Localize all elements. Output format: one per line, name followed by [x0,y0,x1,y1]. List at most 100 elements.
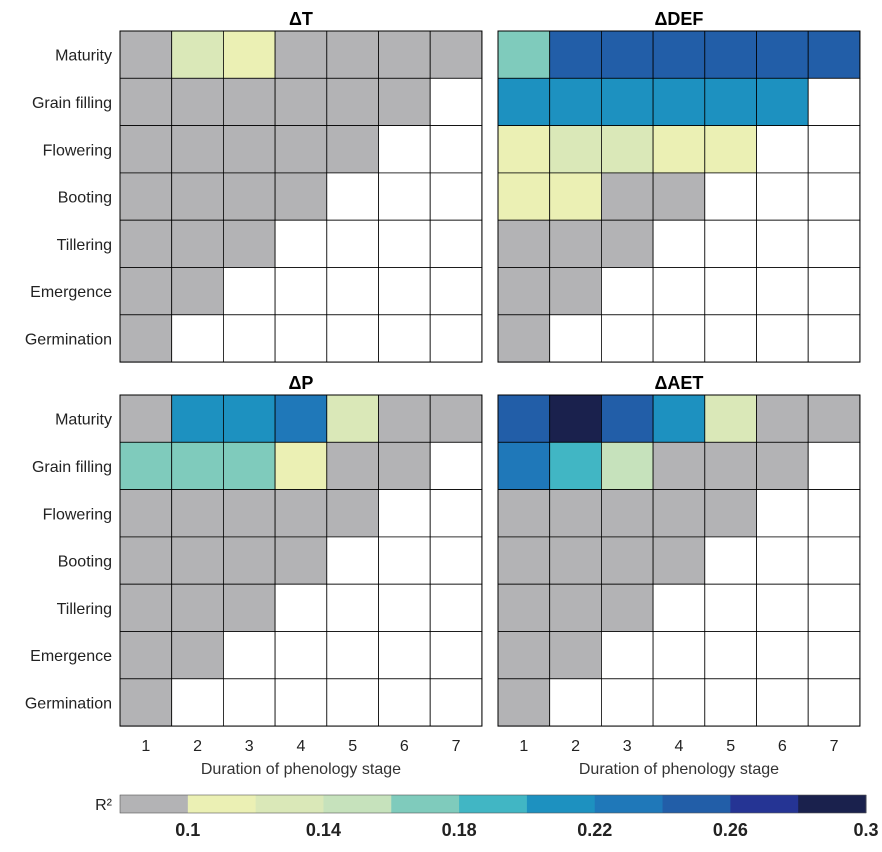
panel-title: ΔAET [654,373,703,393]
heatmap-cell [497,30,551,79]
heatmap-cell [704,314,757,363]
heatmap-cell [222,30,276,79]
heatmap-cell [601,219,654,268]
heatmap-cell [652,125,706,174]
heatmap-cell [378,394,431,443]
heatmap-cell [807,631,861,680]
heatmap-cell [756,267,809,316]
y-tick-label: Maturity [55,412,112,429]
heatmap-cell [171,219,224,268]
heatmap-cell [429,314,483,363]
heatmap-cell [378,441,431,490]
heatmap-cell [119,267,173,316]
heatmap-cell [326,394,379,443]
y-tick-label: Germination [25,695,112,712]
heatmap-cell [704,489,757,538]
panel-frame [497,30,861,363]
x-tick-label: 5 [726,738,735,755]
x-tick-label: 1 [519,738,528,755]
heatmap-cell [119,583,173,632]
colorbar-bin [730,795,799,813]
colorbar-bin [255,795,324,813]
heatmap-cell [119,394,173,443]
heatmap-cell [549,219,602,268]
x-tick-label: 7 [830,738,839,755]
heatmap-cell [326,536,379,585]
heatmap-cell [119,441,173,490]
heatmap-cell [378,125,431,174]
heatmap-cell [119,631,173,680]
heatmap-cell [326,678,379,727]
heatmap-cell [326,583,379,632]
heatmap-cell [378,631,431,680]
heatmap-cell [549,267,602,316]
y-tick-label: Flowering [43,506,112,523]
y-tick-label: Grain filling [32,95,112,112]
heatmap-cell [222,125,276,174]
heatmap-cell [549,536,602,585]
y-tick-label: Tillering [57,237,112,254]
y-tick-label: Grain filling [32,459,112,476]
heatmap-cell [807,314,861,363]
heatmap-cell [429,394,483,443]
heatmap-cell [119,678,173,727]
heatmap-cell [549,394,602,443]
heatmap-cell [119,172,173,221]
heatmap-cell [497,489,551,538]
heatmap-cell [756,394,809,443]
heatmap-cell [497,267,551,316]
heatmap-cell [704,394,757,443]
heatmap-cell [274,267,328,316]
heatmap-cell [549,314,602,363]
heatmap-cell [497,125,551,174]
heatmap-cell [274,489,328,538]
heatmap-cell [222,536,276,585]
colorbar-tick-label: 0.22 [577,820,612,840]
heatmap-cell [326,172,379,221]
heatmap-cell [326,267,379,316]
y-tick-label: Emergence [30,648,112,665]
heatmap-cell [378,314,431,363]
heatmap-cell [222,489,276,538]
heatmap-cell [704,583,757,632]
colorbar-frame [119,794,867,814]
x-tick-label: 3 [245,738,254,755]
y-tick-label: Maturity [55,48,112,65]
heatmap-cell [429,172,483,221]
colorbar-bin [594,795,664,813]
heatmap-cell [652,314,706,363]
heatmap-cell [704,219,757,268]
heatmap-cell [704,172,757,221]
x-tick-label: 6 [778,738,787,755]
heatmap-cell [497,172,551,221]
heatmap-cell [549,489,602,538]
heatmap-cell [601,394,654,443]
heatmap-cell [601,314,654,363]
colorbar-bin [459,795,528,813]
heatmap-cell [429,125,483,174]
heatmap-cell [549,172,602,221]
heatmap-cell [222,314,276,363]
heatmap-cell [378,77,431,127]
heatmap-cell [756,30,809,79]
heatmap-cell [171,267,224,316]
heatmap-cell [807,77,861,127]
heatmap-cell [274,77,328,127]
heatmap-cell [497,77,551,127]
heatmap-cell [274,219,328,268]
heatmap-cell [807,583,861,632]
heatmap-cell [171,441,224,490]
heatmap-cell [497,583,551,632]
colorbar-bin [526,795,596,813]
x-tick-label: 2 [193,738,202,755]
colorbar-bin [798,795,867,813]
heatmap-cell [429,219,483,268]
heatmap-cell [222,219,276,268]
heatmap-cell [497,314,551,363]
heatmap-cell [429,30,483,79]
heatmap-cell [326,30,379,79]
heatmap-cell [652,489,706,538]
heatmap-cell [274,314,328,363]
heatmap-cell [807,441,861,490]
